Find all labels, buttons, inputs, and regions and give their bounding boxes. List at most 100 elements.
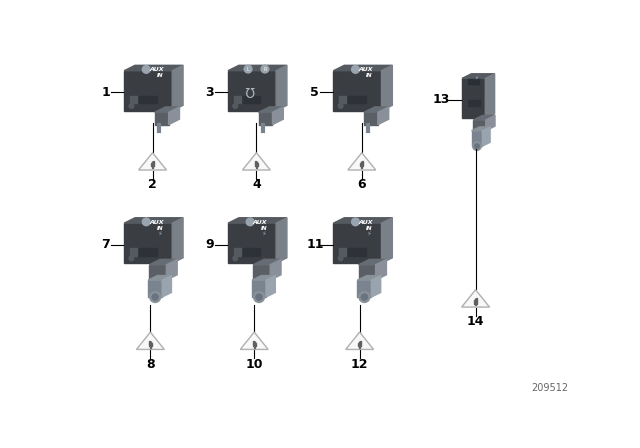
Text: 12: 12 (351, 358, 369, 370)
Text: 3: 3 (205, 86, 214, 99)
Polygon shape (228, 71, 276, 111)
Polygon shape (242, 248, 260, 256)
Polygon shape (124, 223, 172, 263)
Circle shape (339, 256, 343, 261)
Polygon shape (266, 276, 275, 297)
Polygon shape (371, 276, 381, 297)
Polygon shape (474, 116, 495, 120)
Circle shape (129, 103, 134, 108)
Polygon shape (149, 259, 177, 265)
Circle shape (351, 218, 359, 226)
Polygon shape (339, 95, 346, 103)
Polygon shape (486, 116, 495, 131)
Polygon shape (364, 107, 388, 112)
Polygon shape (166, 259, 177, 280)
Polygon shape (348, 95, 366, 103)
Text: L: L (247, 67, 250, 72)
Polygon shape (136, 332, 164, 349)
Polygon shape (273, 107, 284, 125)
Polygon shape (358, 276, 381, 280)
Polygon shape (381, 65, 392, 111)
Polygon shape (485, 74, 495, 118)
Text: AUX: AUX (358, 67, 373, 72)
Polygon shape (359, 346, 360, 348)
Polygon shape (228, 223, 276, 263)
Polygon shape (138, 248, 157, 256)
Polygon shape (358, 265, 376, 280)
Circle shape (256, 294, 262, 300)
Polygon shape (474, 300, 477, 304)
Polygon shape (228, 218, 287, 223)
Polygon shape (475, 304, 476, 305)
Circle shape (253, 292, 264, 302)
Polygon shape (256, 167, 257, 168)
Polygon shape (339, 248, 346, 256)
Polygon shape (148, 280, 162, 297)
Polygon shape (152, 167, 153, 168)
Polygon shape (234, 248, 241, 256)
Polygon shape (364, 112, 378, 125)
Text: AUX: AUX (358, 220, 373, 225)
Circle shape (261, 65, 269, 73)
Polygon shape (472, 131, 483, 146)
Polygon shape (124, 65, 183, 71)
Polygon shape (333, 71, 381, 111)
Polygon shape (253, 346, 255, 348)
Circle shape (244, 65, 252, 73)
Polygon shape (461, 290, 490, 307)
Text: IN: IN (366, 73, 372, 78)
Polygon shape (276, 218, 287, 263)
Polygon shape (474, 120, 486, 131)
Circle shape (142, 218, 150, 226)
Text: R: R (263, 67, 267, 72)
Text: ⚡: ⚡ (474, 75, 478, 81)
Text: AUX: AUX (253, 220, 268, 225)
Polygon shape (130, 248, 137, 256)
Text: Ω: Ω (245, 83, 254, 96)
Text: 9: 9 (205, 238, 214, 251)
Polygon shape (472, 127, 490, 131)
Circle shape (351, 65, 359, 73)
Polygon shape (172, 65, 183, 111)
Polygon shape (155, 112, 168, 125)
Circle shape (150, 292, 161, 302)
Polygon shape (462, 74, 495, 78)
Polygon shape (378, 107, 388, 125)
Polygon shape (172, 218, 183, 263)
Text: AUX: AUX (149, 220, 164, 225)
Polygon shape (255, 163, 258, 167)
Text: 10: 10 (246, 358, 263, 370)
Polygon shape (381, 218, 392, 263)
Polygon shape (138, 95, 157, 103)
Polygon shape (358, 259, 387, 265)
Polygon shape (358, 343, 361, 346)
Text: 14: 14 (467, 315, 484, 328)
Circle shape (233, 256, 237, 261)
Text: 4: 4 (252, 178, 260, 191)
Polygon shape (252, 276, 275, 280)
Circle shape (142, 65, 150, 73)
Circle shape (152, 294, 158, 300)
Text: 1: 1 (101, 86, 110, 99)
Text: ⚡: ⚡ (262, 231, 266, 237)
Circle shape (475, 144, 479, 148)
Polygon shape (333, 223, 381, 263)
Text: IN: IN (157, 73, 163, 78)
Polygon shape (149, 343, 152, 346)
Text: ⚡: ⚡ (367, 231, 372, 237)
Polygon shape (253, 259, 281, 265)
Polygon shape (253, 343, 255, 346)
Text: 6: 6 (358, 178, 366, 191)
Polygon shape (228, 65, 287, 71)
Polygon shape (162, 276, 172, 297)
Polygon shape (360, 163, 363, 167)
Polygon shape (483, 127, 490, 146)
Polygon shape (462, 78, 485, 118)
Circle shape (233, 103, 237, 108)
Text: 7: 7 (101, 238, 110, 251)
Circle shape (129, 256, 134, 261)
Polygon shape (333, 218, 392, 223)
Polygon shape (130, 95, 137, 103)
Polygon shape (151, 163, 154, 167)
Polygon shape (148, 276, 172, 280)
